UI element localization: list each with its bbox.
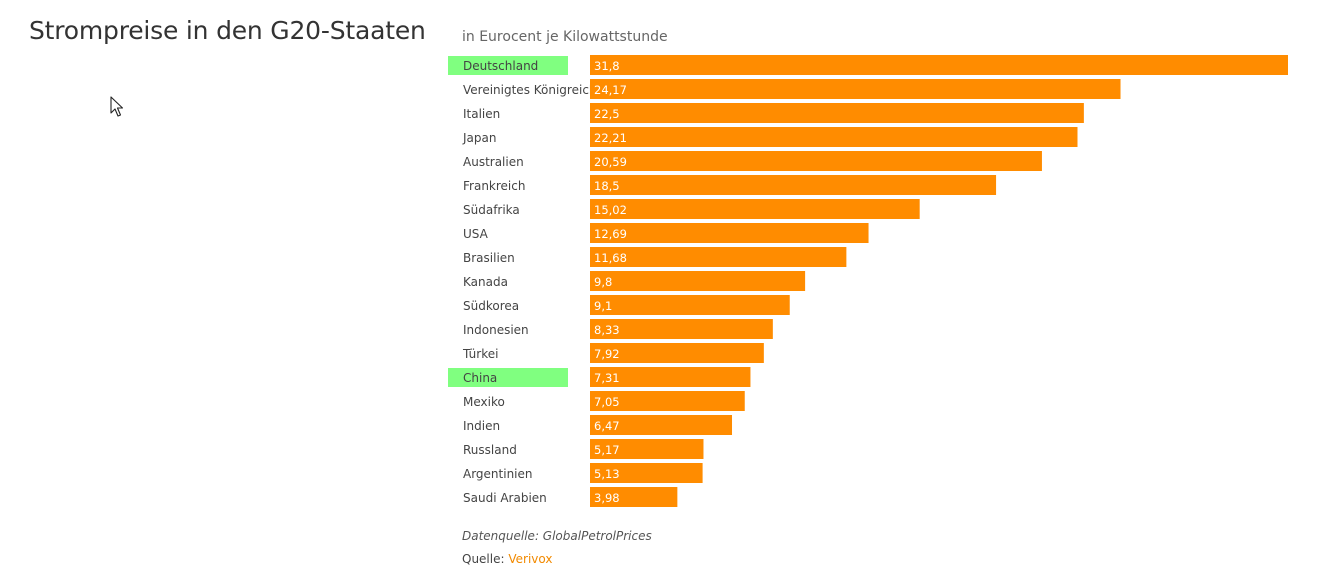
bar (590, 463, 703, 483)
value-label: 7,31 (594, 371, 620, 385)
category-label: Deutschland (463, 59, 538, 73)
bar (590, 295, 790, 315)
bar (590, 55, 1288, 75)
value-label: 3,98 (594, 491, 620, 505)
bar (590, 367, 751, 387)
bar (590, 343, 764, 363)
bar-chart: Deutschland 31,8 Vereinigtes Königreich24,… (448, 55, 1288, 507)
chart-subtitle: in Eurocent je Kilowattstunde (462, 29, 668, 45)
value-label: 12,69 (594, 227, 627, 241)
category-label: Frankreich (463, 179, 525, 193)
source-credit-prefix: Quelle: (462, 552, 505, 566)
category-label: Brasilien (463, 251, 515, 265)
category-label: Indonesien (463, 323, 529, 337)
value-label: 24,17 (594, 83, 627, 97)
category-label: Vereinigtes Königreich (463, 83, 597, 97)
category-label: Türkei (462, 347, 498, 361)
mouse-cursor-icon (110, 96, 124, 117)
bar (590, 223, 869, 243)
category-label: Kanada (463, 275, 508, 289)
data-source-note: Datenquelle: GlobalPetrolPrices (462, 529, 652, 543)
category-label: Argentinien (463, 467, 533, 481)
category-label: Japan (462, 131, 496, 145)
bar (590, 487, 678, 507)
value-label: 18,5 (594, 179, 620, 193)
value-label: 15,02 (594, 203, 627, 217)
category-label: China (463, 371, 497, 385)
highlight-china (448, 368, 568, 387)
bar (590, 391, 745, 411)
category-label: Italien (463, 107, 500, 121)
source-credit: Quelle: Verivox (462, 552, 552, 566)
verivox-link[interactable]: Verivox (508, 552, 553, 566)
bar (590, 199, 920, 219)
category-label: Russland (463, 443, 517, 457)
chart-title: Strompreise in den G20-Staaten (29, 16, 426, 45)
value-label: 8,33 (594, 323, 620, 337)
bar (590, 247, 847, 267)
bar (590, 79, 1121, 99)
value-label: 11,68 (594, 251, 627, 265)
highlight-deutschland (448, 56, 568, 75)
bar (590, 151, 1042, 171)
category-label: Saudi Arabien (463, 491, 547, 505)
category-label: Südafrika (463, 203, 520, 217)
value-label: 6,47 (594, 419, 620, 433)
bar (590, 439, 704, 459)
bar (590, 271, 806, 291)
bar (590, 103, 1084, 123)
value-label: 7,92 (594, 347, 620, 361)
value-label: 22,5 (594, 107, 620, 121)
value-label: 20,59 (594, 155, 627, 169)
value-label: 7,05 (594, 395, 620, 409)
value-label: 5,13 (594, 467, 620, 481)
value-label: 9,8 (594, 275, 612, 289)
category-label: Indien (463, 419, 500, 433)
bar (590, 319, 773, 339)
category-label: Australien (463, 155, 524, 169)
category-label: Südkorea (463, 299, 519, 313)
value-label: 9,1 (594, 299, 612, 313)
category-label: USA (463, 227, 489, 241)
bar (590, 415, 733, 435)
value-label: 31,8 (594, 59, 620, 73)
bar (590, 175, 997, 195)
category-label: Mexiko (463, 395, 505, 409)
bar (590, 127, 1078, 147)
value-label: 5,17 (594, 443, 620, 457)
value-label: 22,21 (594, 131, 627, 145)
